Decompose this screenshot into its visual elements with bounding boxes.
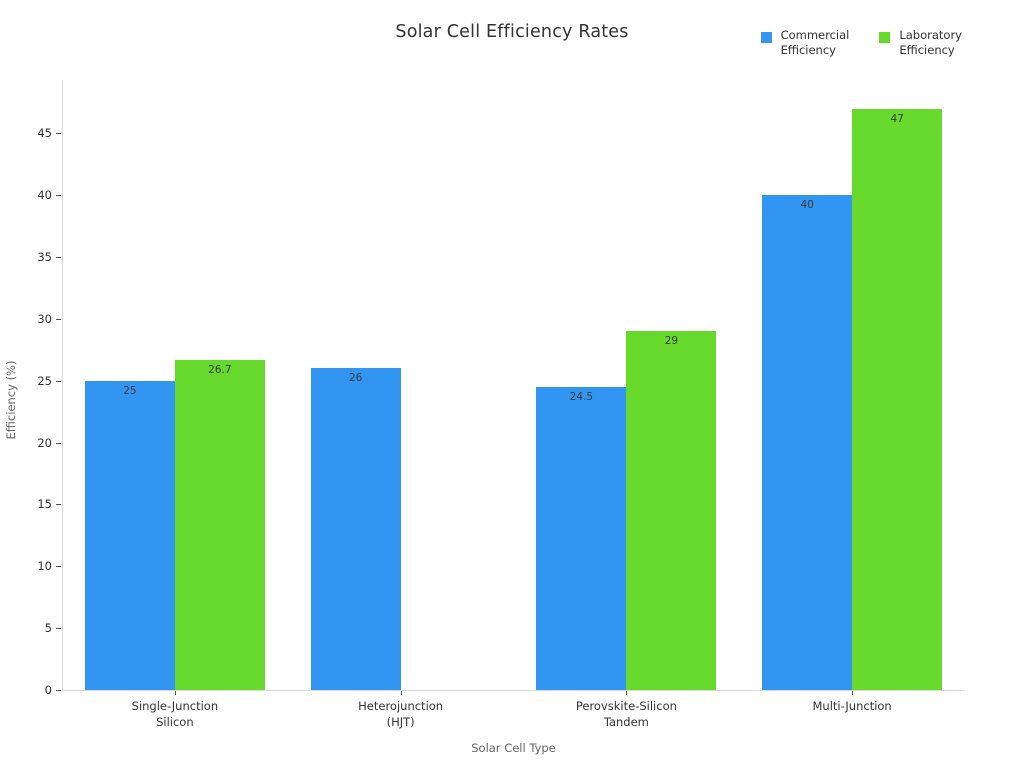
x-tick-mark xyxy=(852,691,854,695)
y-tick-label: 15 xyxy=(37,497,52,512)
y-tick-mark xyxy=(56,690,61,691)
y-tick-label: 0 xyxy=(44,683,52,697)
y-tick-mark xyxy=(56,195,61,197)
chart-title: Solar Cell Efficiency Rates xyxy=(395,22,629,42)
bar-commercial-0 xyxy=(84,380,175,690)
legend-item-laboratory: Laboratory Efficiency xyxy=(879,28,962,58)
legend-swatch-icon xyxy=(760,32,772,43)
y-tick-mark xyxy=(56,318,61,320)
x-tick-label: Multi-Junction xyxy=(812,699,892,713)
bar-laboratory-2 xyxy=(626,331,717,690)
y-tick-label: 20 xyxy=(37,435,52,450)
y-tick-mark xyxy=(56,628,61,630)
y-tick-mark xyxy=(56,442,61,444)
bar-laboratory-3 xyxy=(852,108,943,690)
bar-value-label: 26 xyxy=(348,372,363,385)
bar-value-label: 25 xyxy=(123,384,137,397)
x-tick-label: Single-Junction Silicon xyxy=(131,699,219,729)
legend-item-commercial: Commercial Efficiency xyxy=(760,28,850,58)
y-axis-line xyxy=(62,80,63,690)
bar-commercial-3 xyxy=(762,195,853,690)
legend-label: Commercial Efficiency xyxy=(780,28,850,57)
y-axis-title: Efficiency (%) xyxy=(4,360,18,440)
y-tick-label: 40 xyxy=(37,188,52,203)
y-tick-mark xyxy=(56,504,61,506)
y-tick-mark xyxy=(56,133,61,135)
y-tick-mark xyxy=(56,256,61,258)
bar-value-label: 26.7 xyxy=(208,363,232,376)
x-tick-label: Perovskite-Silicon Tandem xyxy=(575,699,677,729)
y-tick-label: 35 xyxy=(37,249,52,264)
bar-value-label: 40 xyxy=(800,199,814,212)
bar-commercial-2 xyxy=(536,386,627,690)
bar-value-label: 24.5 xyxy=(569,390,594,403)
y-tick-mark xyxy=(56,380,61,382)
y-tick-label: 5 xyxy=(44,621,52,636)
y-tick-mark xyxy=(56,566,61,568)
legend-swatch-icon xyxy=(879,32,891,43)
y-tick-label: 25 xyxy=(37,373,52,388)
x-axis-line xyxy=(62,690,965,691)
y-tick-label: 45 xyxy=(37,126,52,141)
legend: Commercial Efficiency Laboratory Efficien… xyxy=(760,28,962,58)
bar-value-label: 47 xyxy=(890,112,904,125)
bar-commercial-1 xyxy=(310,368,401,690)
x-tick-mark xyxy=(174,691,176,695)
x-tick-mark xyxy=(400,691,402,695)
x-tick-mark xyxy=(626,691,628,695)
legend-label: Laboratory Efficiency xyxy=(899,28,962,57)
bar-laboratory-0 xyxy=(174,359,265,690)
y-tick-label: 10 xyxy=(37,559,52,574)
x-tick-label: Heterojunction (HJT) xyxy=(358,699,444,729)
x-axis-title: Solar Cell Type xyxy=(471,741,556,755)
bar-value-label: 29 xyxy=(664,335,679,348)
y-tick-label: 30 xyxy=(37,311,52,326)
